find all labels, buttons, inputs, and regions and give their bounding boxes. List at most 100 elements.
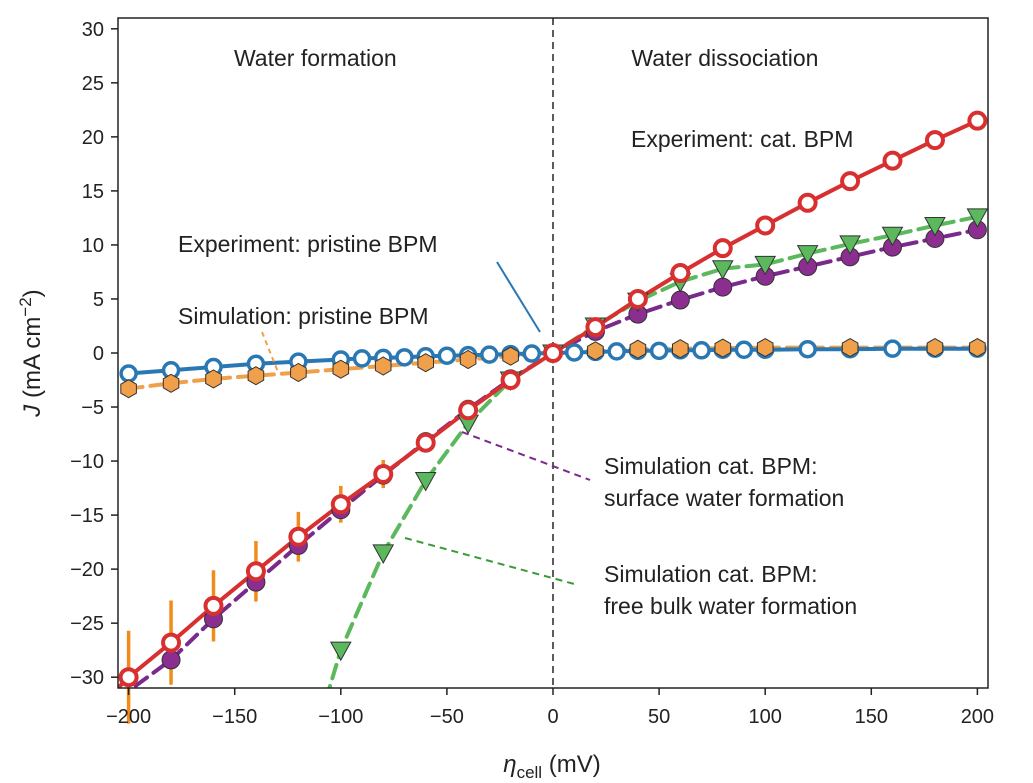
y-tick-label: 0: [93, 343, 104, 365]
marker-sim-surface: [713, 277, 733, 297]
marker-sim-pristine: [374, 356, 392, 376]
x-tick-label: 0: [547, 706, 558, 728]
y-axis-label: J (mA cm−2): [16, 289, 46, 417]
x-axis-unit: (mV): [549, 751, 601, 778]
marker-exp-cat: [797, 192, 818, 213]
marker-sim-pristine: [714, 338, 732, 358]
marker-exp-pristine: [607, 342, 626, 361]
y-axis-unit-end: ): [19, 289, 46, 297]
marker-exp-cat: [755, 215, 776, 236]
marker-sim-bulk: [924, 216, 946, 237]
marker-sim-pristine: [969, 338, 986, 358]
marker-exp-cat: [967, 110, 988, 131]
marker-sim-pristine: [247, 366, 265, 386]
marker-sim-pristine: [205, 369, 222, 389]
marker-sim-bulk: [881, 226, 904, 247]
marker-exp-cat: [458, 400, 479, 421]
y-tick-label: −30: [70, 667, 104, 689]
x-tick-label: −100: [318, 706, 363, 728]
marker-sim-bulk: [966, 208, 989, 228]
region-labels: Water formation Water dissociation: [234, 18, 818, 688]
axes: −200 −150 −100 −50 0 50 100 150 200−30−25−20−15−…: [16, 17, 994, 782]
marker-sim-pristine: [417, 353, 434, 373]
y-axis-space: [19, 398, 46, 405]
x-tick-label: 100: [749, 706, 782, 728]
annotation-exp-pristine: Experiment: pristine BPM: [178, 231, 437, 257]
marker-exp-cat: [500, 370, 521, 391]
marker-exp-cat: [161, 632, 182, 653]
leader-sim-surface: [461, 431, 591, 481]
x-tick-label: −200: [106, 706, 151, 728]
marker-exp-cat: [670, 263, 691, 284]
y-axis-unit-sup: −2: [16, 297, 35, 316]
y-tick-label: 15: [82, 181, 104, 203]
marker-sim-pristine: [756, 338, 774, 358]
marker-sim-bulk: [329, 641, 352, 662]
marker-exp-pristine: [352, 349, 372, 368]
marker-exp-pristine: [119, 364, 138, 383]
marker-exp-cat: [203, 595, 224, 616]
marker-exp-cat: [415, 432, 436, 453]
marker-sim-pristine: [502, 346, 519, 366]
marker-exp-pristine: [734, 340, 754, 360]
leader-sim-bulk: [404, 537, 579, 586]
leader-exp-pristine: [496, 261, 541, 333]
marker-sim-pristine: [332, 359, 350, 379]
marker-exp-pristine: [883, 339, 902, 358]
y-tick-label: 5: [93, 289, 104, 311]
region-label-right: Water dissociation: [631, 45, 818, 71]
marker-exp-pristine: [649, 341, 669, 361]
marker-sim-pristine: [587, 341, 604, 361]
y-tick-label: −10: [70, 451, 104, 473]
marker-sim-pristine: [672, 339, 689, 359]
marker-exp-cat: [840, 171, 861, 192]
x-tick-label: 150: [855, 706, 888, 728]
marker-sim-surface: [670, 290, 690, 310]
y-tick-label: −5: [81, 397, 104, 419]
marker-exp-cat: [330, 494, 351, 515]
marker-exp-pristine: [437, 346, 457, 365]
series-markers: [118, 110, 989, 688]
annotation-sim-surface-line1: Simulation cat. BPM:: [604, 453, 817, 479]
y-tick-label: 30: [82, 19, 104, 41]
x-axis-space: [542, 751, 549, 778]
y-tick-label: 20: [82, 127, 104, 149]
region-label-left: Water formation: [234, 45, 397, 71]
annotation-exp-cat: Experiment: cat. BPM: [631, 126, 853, 152]
marker-sim-pristine: [629, 339, 647, 359]
x-axis-symbol: η: [503, 751, 516, 778]
x-axis-label: ηcell (mV): [503, 751, 601, 782]
annotation-sim-bulk-line1: Simulation cat. BPM:: [604, 561, 817, 587]
marker-sim-bulk: [839, 235, 861, 255]
marker-sim-pristine: [162, 373, 180, 393]
marker-sim-bulk: [372, 544, 395, 564]
annotation-sim-pristine: Simulation: pristine BPM: [178, 303, 429, 329]
leader-sim-pristine: [261, 331, 279, 373]
marker-exp-pristine: [692, 341, 711, 360]
y-tick-label: 10: [82, 235, 104, 257]
marker-exp-cat: [543, 343, 563, 363]
annotations: Experiment: pristine BPM Simulation: pris…: [178, 126, 857, 619]
marker-sim-bulk: [754, 255, 777, 276]
y-axis-symbol: J: [19, 404, 46, 418]
marker-exp-cat: [627, 288, 648, 309]
x-tick-label: −50: [430, 706, 464, 728]
x-tick-label: 200: [961, 706, 994, 728]
y-tick-label: 25: [82, 73, 104, 95]
marker-sim-pristine: [926, 338, 944, 358]
annotation-sim-bulk-line2: free bulk water formation: [604, 593, 857, 619]
marker-sim-bulk: [414, 472, 437, 492]
marker-exp-cat: [882, 150, 903, 171]
marker-exp-cat: [245, 561, 266, 582]
marker-sim-pristine: [120, 379, 137, 399]
x-tick-label: 50: [648, 706, 670, 728]
x-axis-subscript: cell: [517, 763, 543, 782]
marker-exp-pristine: [798, 339, 817, 359]
marker-exp-pristine: [395, 348, 414, 367]
marker-sim-bulk: [796, 245, 819, 265]
marker-exp-pristine: [480, 345, 499, 364]
series-line-4: [327, 214, 980, 688]
y-tick-label: −15: [70, 505, 104, 527]
marker-sim-surface: [161, 650, 181, 670]
